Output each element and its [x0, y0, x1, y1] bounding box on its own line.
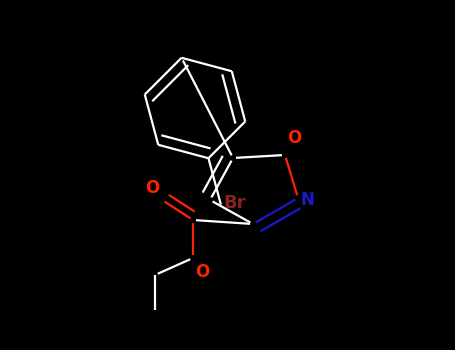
Text: Br: Br	[223, 194, 245, 212]
Text: O: O	[195, 263, 209, 281]
Text: O: O	[145, 179, 159, 197]
Text: O: O	[287, 129, 301, 147]
Text: N: N	[301, 191, 315, 209]
